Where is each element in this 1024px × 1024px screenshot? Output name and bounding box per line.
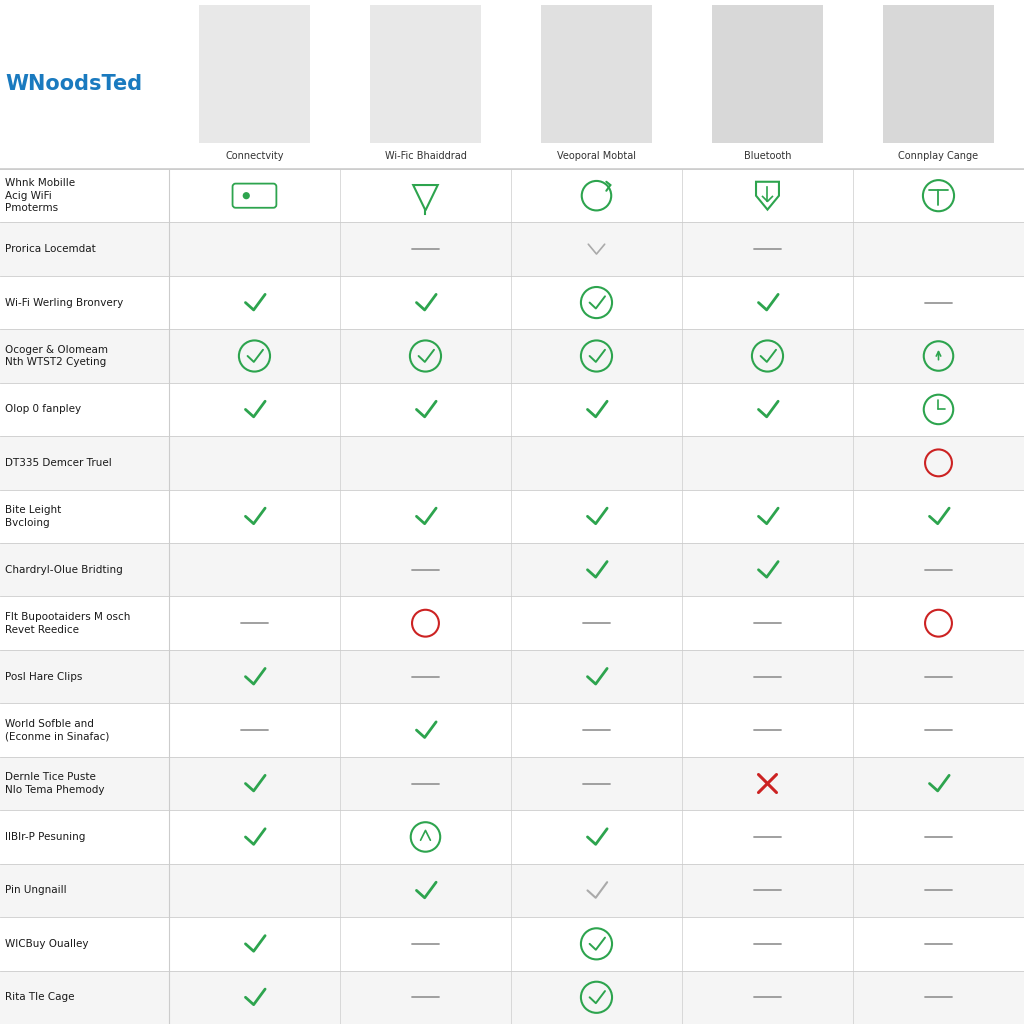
Bar <box>0 275 1024 330</box>
Text: Prorica Locemdat: Prorica Locemdat <box>5 244 96 254</box>
Text: Chardryl-Olue Bridting: Chardryl-Olue Bridting <box>5 565 123 574</box>
Circle shape <box>243 193 250 200</box>
Text: Bluetooth: Bluetooth <box>743 151 792 161</box>
Text: Bite Leight
Bvcloing: Bite Leight Bvcloing <box>5 505 61 527</box>
Text: Wi-Fic Bhaiddrad: Wi-Fic Bhaiddrad <box>385 151 466 161</box>
Text: Rita Tle Cage: Rita Tle Cage <box>5 992 75 1002</box>
Text: Ocoger & Olomeam
Nth WTST2 Cyeting: Ocoger & Olomeam Nth WTST2 Cyeting <box>5 345 109 368</box>
Bar <box>0 383 1024 436</box>
Text: Dernle Tice Puste
Nlo Tema Phemody: Dernle Tice Puste Nlo Tema Phemody <box>5 772 104 795</box>
Bar <box>0 169 1024 222</box>
Text: Veoporal Mobtal: Veoporal Mobtal <box>557 151 636 161</box>
Text: WICBuy Oualley: WICBuy Oualley <box>5 939 89 949</box>
Text: Wi-Fi Werling Bronvery: Wi-Fi Werling Bronvery <box>5 298 123 307</box>
Bar <box>0 543 1024 596</box>
Bar <box>0 703 1024 757</box>
Bar <box>0 918 1024 971</box>
Bar <box>0 596 1024 650</box>
Text: Pin Ungnaill: Pin Ungnaill <box>5 886 67 895</box>
FancyBboxPatch shape <box>883 5 994 143</box>
Text: Flt Bupootaiders M osch
Revet Reedice: Flt Bupootaiders M osch Revet Reedice <box>5 611 130 635</box>
FancyBboxPatch shape <box>541 5 652 143</box>
Bar <box>0 757 1024 810</box>
Text: Connplay Cange: Connplay Cange <box>898 151 979 161</box>
FancyBboxPatch shape <box>370 5 481 143</box>
Text: World Sofble and
(Econme in Sinafac): World Sofble and (Econme in Sinafac) <box>5 719 110 741</box>
Text: WNoodsTed: WNoodsTed <box>5 75 142 94</box>
Bar <box>0 436 1024 489</box>
Text: Posl Hare Clips: Posl Hare Clips <box>5 672 83 682</box>
Bar <box>0 330 1024 383</box>
Text: Connectvity: Connectvity <box>225 151 284 161</box>
Bar <box>0 810 1024 863</box>
Bar <box>0 650 1024 703</box>
Bar <box>0 863 1024 918</box>
Bar <box>0 222 1024 275</box>
Text: DT335 Demcer Truel: DT335 Demcer Truel <box>5 458 112 468</box>
Text: Whnk Mobille
Acig WiFi
Pmoterms: Whnk Mobille Acig WiFi Pmoterms <box>5 178 75 213</box>
Text: lIBIr-P Pesuning: lIBIr-P Pesuning <box>5 831 85 842</box>
Bar <box>0 971 1024 1024</box>
Bar <box>0 489 1024 543</box>
Text: Olop 0 fanpley: Olop 0 fanpley <box>5 404 81 415</box>
FancyBboxPatch shape <box>712 5 823 143</box>
FancyBboxPatch shape <box>199 5 310 143</box>
